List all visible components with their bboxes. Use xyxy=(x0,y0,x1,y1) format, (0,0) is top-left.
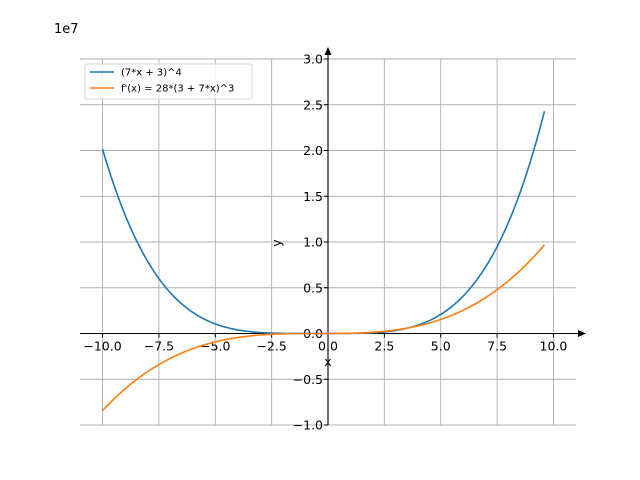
y-tick-label: 1.5 xyxy=(303,189,323,204)
y-tick-label: −0.5 xyxy=(293,372,323,387)
y-tick-label: 1.0 xyxy=(303,235,323,250)
y-tick-label: 2.5 xyxy=(303,97,323,112)
y-tick-label: −1.0 xyxy=(293,418,323,433)
y-tick-label: 3.0 xyxy=(303,52,323,67)
offset-label: 1e7 xyxy=(54,22,79,37)
series-line-2 xyxy=(101,244,546,412)
x-axis-arrow xyxy=(578,330,586,337)
x-tick-label: −10.0 xyxy=(83,339,121,354)
x-tick-label: 10.0 xyxy=(540,339,568,354)
legend-label-series-2: f'(x) = 28*(3 + 7*x)^3 xyxy=(121,84,234,95)
series xyxy=(101,111,546,412)
x-tick-label: 7.5 xyxy=(487,339,507,354)
y-axis-label: y xyxy=(269,239,284,247)
legend-frame xyxy=(84,63,253,100)
legend: (7*x + 3)^4 f'(x) = 28*(3 + 7*x)^3 xyxy=(84,63,253,100)
tick-labels: −10.0 −7.5 −5.0 −2.5 0.0 2.5 5.0 7.5 10.0 −1.0 −0.… xyxy=(83,52,567,433)
x-tick-label: −5.0 xyxy=(200,339,230,354)
x-tick-label: −2.5 xyxy=(256,339,286,354)
y-tick-label: 0.5 xyxy=(303,280,323,295)
y-axis-arrow xyxy=(324,47,332,55)
y-tick-label: 2.0 xyxy=(303,143,323,158)
x-tick-label: 0.0 xyxy=(318,339,338,354)
legend-label-series-1: (7*x + 3)^4 xyxy=(121,68,182,79)
axes xyxy=(80,47,586,426)
x-tick-label: −7.5 xyxy=(144,339,174,354)
x-tick-label: 5.0 xyxy=(431,339,451,354)
x-axis-label: x xyxy=(324,354,331,369)
x-tick-label: 2.5 xyxy=(374,339,394,354)
series-line-1 xyxy=(101,111,546,335)
